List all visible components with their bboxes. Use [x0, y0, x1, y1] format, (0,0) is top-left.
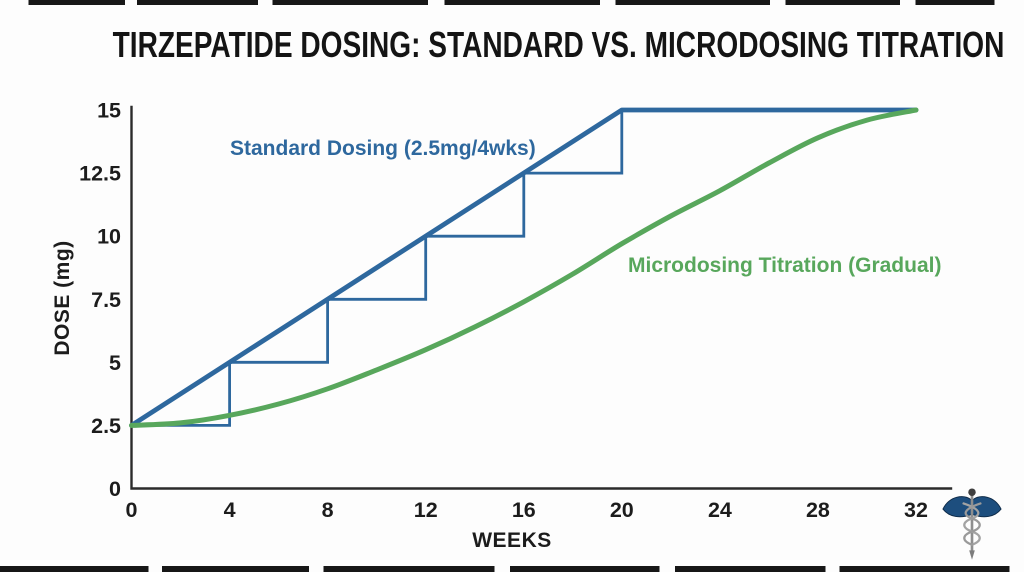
y-tick-label: 7.5	[91, 288, 121, 312]
x-tick-label: 24	[708, 498, 732, 522]
x-tick-label: 28	[806, 498, 830, 522]
x-tick-label: 16	[512, 498, 536, 522]
microdosing-curve	[129, 107, 919, 428]
x-tick-label: 20	[610, 498, 634, 522]
standard-dosing-steps-line	[131, 110, 624, 427]
x-tick-label: 32	[904, 498, 928, 522]
y-tick-label: 10	[97, 225, 121, 249]
series-label-standard-dosing: Standard Dosing (2.5mg/4wks)	[230, 137, 536, 160]
caduceus-icon	[942, 488, 1002, 560]
x-tick-label: 12	[414, 498, 438, 522]
x-tick-label: 8	[322, 498, 334, 522]
y-tick-label: 5	[109, 351, 121, 375]
x-axis-title: WEEKS	[472, 529, 552, 552]
axes	[130, 105, 953, 490]
y-tick-label: 0	[109, 477, 121, 501]
y-axis-title: DOSE (mg)	[51, 240, 74, 356]
y-tick-label: 12.5	[79, 162, 121, 186]
y-tick-label: 2.5	[91, 414, 121, 438]
series-label-microdosing: Microdosing Titration (Gradual)	[628, 254, 942, 277]
standard-dosing-trend-line	[129, 107, 919, 428]
x-tick-label: 0	[126, 498, 138, 522]
x-tick-label: 4	[224, 498, 236, 522]
y-tick-label: 15	[97, 99, 121, 123]
page-title: TIRZEPATIDE DOSING: STANDARD VS. MICRODO…	[112, 24, 1005, 65]
